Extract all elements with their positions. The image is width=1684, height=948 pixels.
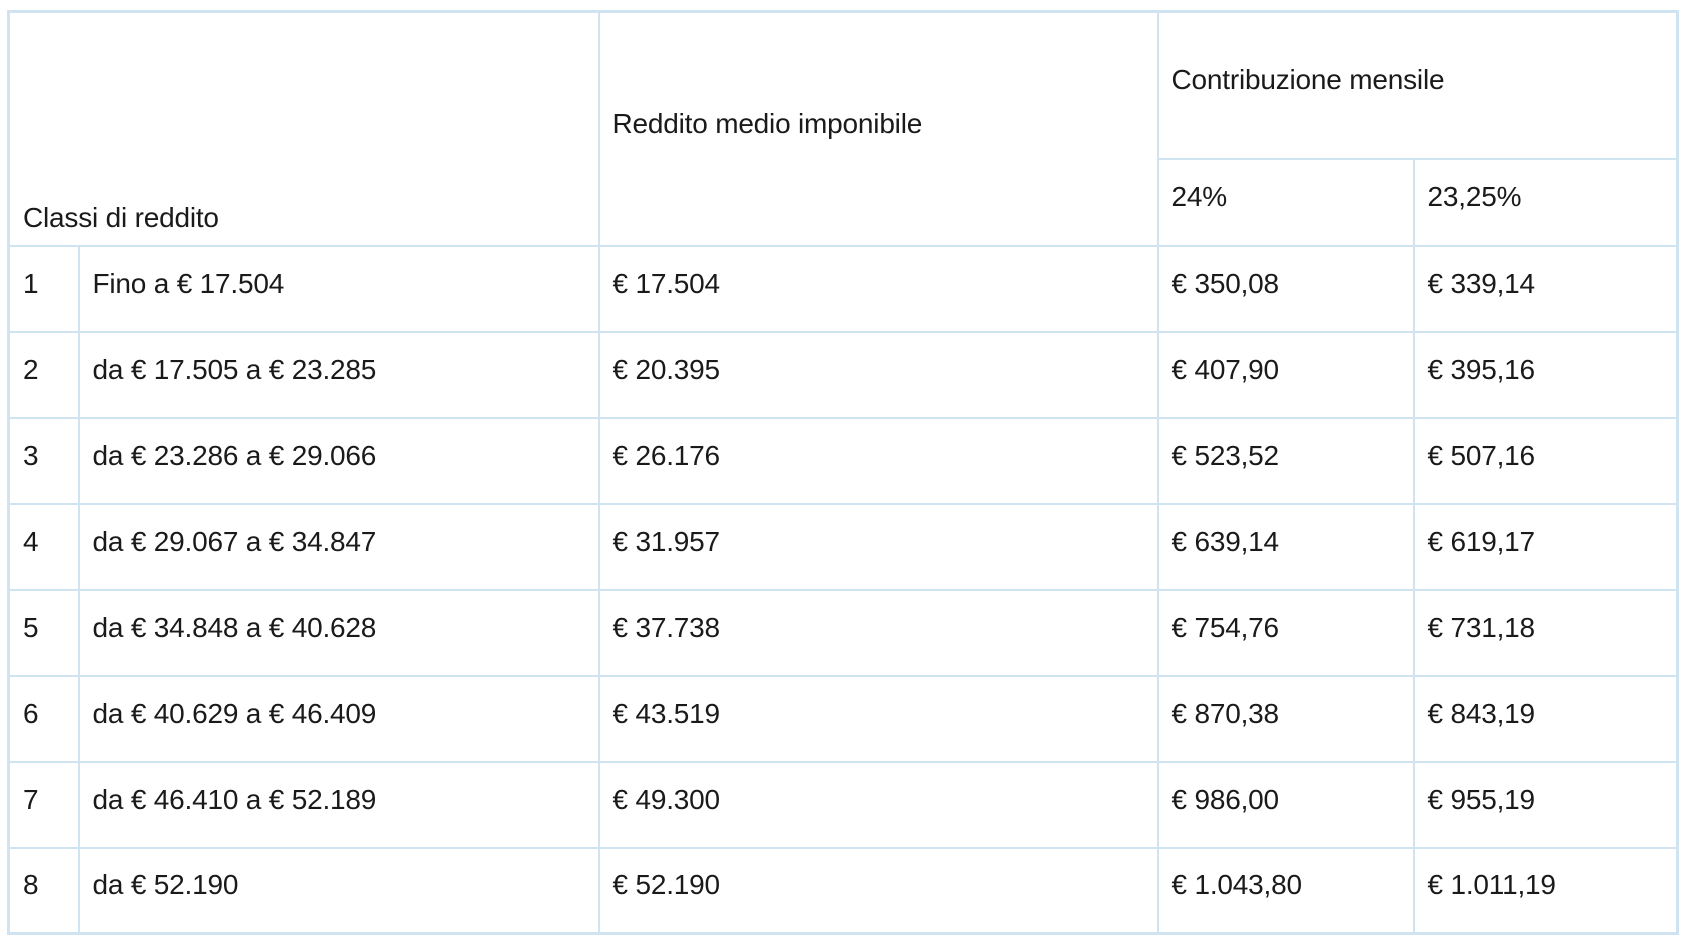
cell-class-number: 8 bbox=[7, 846, 80, 935]
cell-average-income: € 49.300 bbox=[597, 760, 1159, 849]
cell-class-number: 4 bbox=[7, 502, 80, 591]
table-row: 4 da € 29.067 a € 34.847 € 31.957 € 639,… bbox=[7, 502, 1679, 591]
table-subheader-row: 24% 23,25% bbox=[9, 157, 1679, 247]
cell-average-income: € 31.957 bbox=[597, 502, 1159, 591]
cell-income-range: Fino a € 17.504 bbox=[77, 244, 600, 333]
cell-income-range: da € 34.848 a € 40.628 bbox=[77, 588, 600, 677]
cell-contribution-24: € 754,76 bbox=[1156, 588, 1415, 677]
header-reddito-medio-imponibile: Reddito medio imponibile bbox=[597, 10, 1159, 247]
header-contribuzione-mensile: Contribuzione mensile bbox=[1156, 10, 1679, 160]
table-row: 5 da € 34.848 a € 40.628 € 37.738 € 754,… bbox=[7, 588, 1679, 677]
cell-class-number: 2 bbox=[7, 330, 80, 419]
cell-contribution-24: € 1.043,80 bbox=[1156, 846, 1415, 935]
cell-income-range: da € 17.505 a € 23.285 bbox=[77, 330, 600, 419]
cell-class-number: 3 bbox=[7, 416, 80, 505]
cell-contribution-2325: € 339,14 bbox=[1412, 244, 1679, 333]
subheader-rate-24: 24% bbox=[1156, 157, 1415, 247]
cell-income-range: da € 52.190 bbox=[77, 846, 600, 935]
table-row: 7 da € 46.410 a € 52.189 € 49.300 € 986,… bbox=[7, 760, 1679, 849]
cell-class-number: 1 bbox=[7, 244, 80, 333]
subheader-rate-2325: 23,25% bbox=[1412, 157, 1679, 247]
cell-average-income: € 26.176 bbox=[597, 416, 1159, 505]
cell-income-range: da € 29.067 a € 34.847 bbox=[77, 502, 600, 591]
cell-contribution-24: € 639,14 bbox=[1156, 502, 1415, 591]
table-row: 1 Fino a € 17.504 € 17.504 € 350,08 € 33… bbox=[7, 244, 1679, 333]
cell-class-number: 6 bbox=[7, 674, 80, 763]
cell-average-income: € 43.519 bbox=[597, 674, 1159, 763]
cell-income-range: da € 23.286 a € 29.066 bbox=[77, 416, 600, 505]
cell-contribution-2325: € 1.011,19 bbox=[1412, 846, 1679, 935]
cell-contribution-2325: € 955,19 bbox=[1412, 760, 1679, 849]
table-row: 8 da € 52.190 € 52.190 € 1.043,80 € 1.01… bbox=[7, 846, 1679, 935]
cell-contribution-2325: € 619,17 bbox=[1412, 502, 1679, 591]
table-header-row: Classi di reddito Reddito medio imponibi… bbox=[7, 10, 1679, 247]
cell-contribution-24: € 523,52 bbox=[1156, 416, 1415, 505]
cell-contribution-24: € 407,90 bbox=[1156, 330, 1415, 419]
table-row: 3 da € 23.286 a € 29.066 € 26.176 € 523,… bbox=[7, 416, 1679, 505]
cell-average-income: € 37.738 bbox=[597, 588, 1159, 677]
cell-contribution-2325: € 395,16 bbox=[1412, 330, 1679, 419]
cell-contribution-2325: € 843,19 bbox=[1412, 674, 1679, 763]
cell-contribution-24: € 986,00 bbox=[1156, 760, 1415, 849]
table-row: 2 da € 17.505 a € 23.285 € 20.395 € 407,… bbox=[7, 330, 1679, 419]
cell-average-income: € 17.504 bbox=[597, 244, 1159, 333]
cell-contribution-2325: € 507,16 bbox=[1412, 416, 1679, 505]
cell-average-income: € 20.395 bbox=[597, 330, 1159, 419]
cell-average-income: € 52.190 bbox=[597, 846, 1159, 935]
cell-income-range: da € 40.629 a € 46.409 bbox=[77, 674, 600, 763]
cell-contribution-24: € 350,08 bbox=[1156, 244, 1415, 333]
cell-contribution-2325: € 731,18 bbox=[1412, 588, 1679, 677]
cell-income-range: da € 46.410 a € 52.189 bbox=[77, 760, 600, 849]
header-classi-di-reddito: Classi di reddito bbox=[7, 10, 600, 247]
cell-class-number: 5 bbox=[7, 588, 80, 677]
cell-class-number: 7 bbox=[7, 760, 80, 849]
table-row: 6 da € 40.629 a € 46.409 € 43.519 € 870,… bbox=[7, 674, 1679, 763]
contribution-rates-table: Classi di reddito Reddito medio imponibi… bbox=[7, 10, 1679, 935]
cell-contribution-24: € 870,38 bbox=[1156, 674, 1415, 763]
